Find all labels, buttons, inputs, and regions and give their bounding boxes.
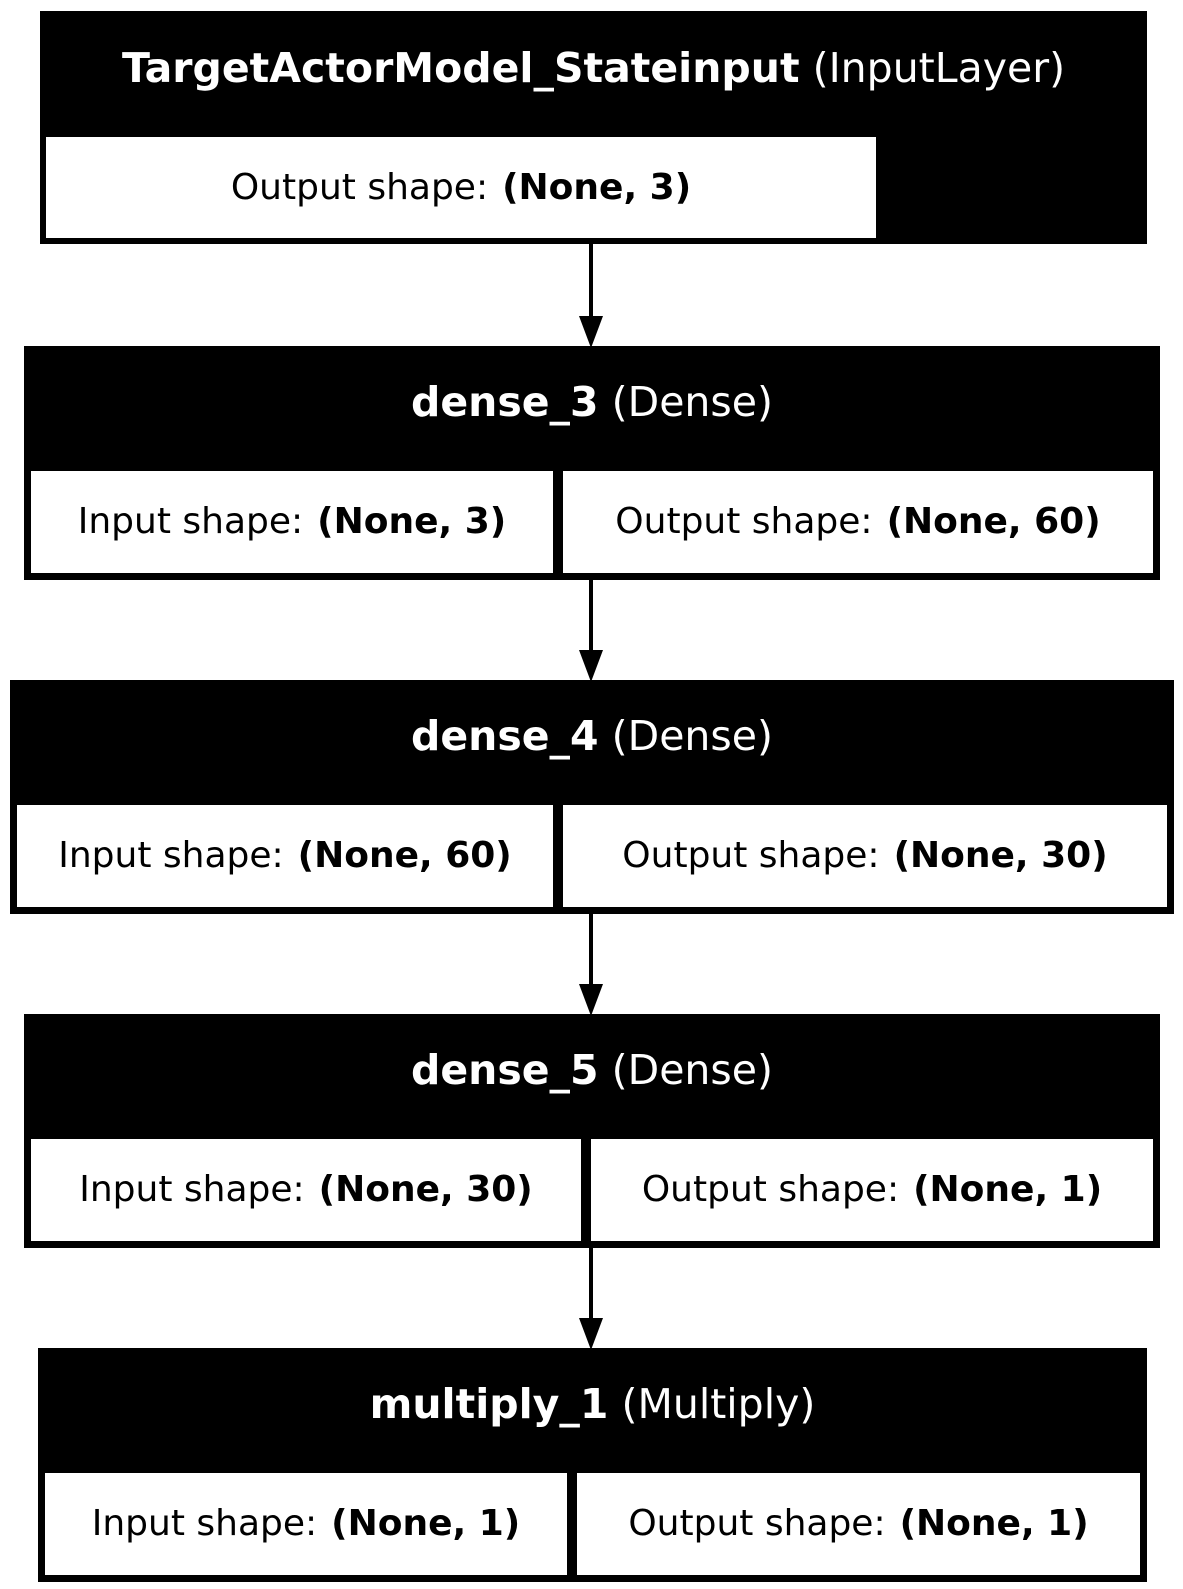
layer-name: dense_5	[411, 1046, 599, 1094]
layer-name: multiply_1	[369, 1380, 609, 1428]
output-shape-label: Output shape:	[230, 166, 489, 208]
input-shape-label: Input shape:	[58, 835, 284, 876]
layer-name: dense_3	[411, 378, 599, 426]
input-shape-value: (None, 60)	[297, 835, 512, 876]
layer-type: (InputLayer)	[812, 44, 1066, 92]
layer-node-dense-3: dense_3 (Dense) Input shape: (None, 3) O…	[24, 346, 1160, 580]
layer-node-input: TargetActorModel_Stateinput (InputLayer)…	[40, 11, 1147, 244]
output-shape-label: Output shape:	[628, 1503, 886, 1544]
layer-name: dense_4	[411, 712, 599, 760]
input-shape-label: Input shape:	[79, 1169, 305, 1210]
output-shape-label: Output shape:	[641, 1169, 900, 1210]
input-shape-value: (None, 1)	[331, 1503, 521, 1544]
layer-type: (Dense)	[611, 378, 773, 426]
layer-title: dense_3 (Dense)	[24, 382, 1160, 423]
output-shape-value: (None, 1)	[899, 1503, 1089, 1544]
input-shape-label: Input shape:	[91, 1503, 318, 1544]
input-shape-cell: Input shape: (None, 30)	[31, 1139, 581, 1241]
layer-type: (Multiply)	[621, 1380, 816, 1428]
output-shape-value: (None, 30)	[893, 835, 1108, 876]
layer-name: TargetActorModel_Stateinput	[121, 44, 800, 92]
layer-title: TargetActorModel_Stateinput (InputLayer)	[40, 48, 1147, 89]
edge-3-4	[579, 1247, 603, 1350]
edge-1-2	[579, 578, 603, 682]
layer-node-dense-5: dense_5 (Dense) Input shape: (None, 30) …	[24, 1014, 1160, 1248]
layer-type: (Dense)	[611, 712, 773, 760]
output-shape-label: Output shape:	[615, 501, 873, 542]
input-shape-label: Input shape:	[77, 501, 304, 542]
edge-0-1	[579, 243, 603, 348]
layer-title: dense_4 (Dense)	[10, 716, 1174, 757]
input-shape-cell: Input shape: (None, 3)	[31, 471, 553, 573]
layer-node-multiply-1: multiply_1 (Multiply) Input shape: (None…	[38, 1348, 1147, 1582]
layer-node-dense-4: dense_4 (Dense) Input shape: (None, 60) …	[10, 680, 1174, 914]
layer-type: (Dense)	[611, 1046, 773, 1094]
output-shape-cell: Output shape: (None, 1)	[577, 1473, 1140, 1575]
layer-title: multiply_1 (Multiply)	[38, 1384, 1147, 1425]
output-shape-cell: Output shape: (None, 60)	[563, 471, 1153, 573]
edge-2-3	[579, 913, 603, 1016]
input-shape-cell: Input shape: (None, 1)	[45, 1473, 567, 1575]
output-shape-label: Output shape:	[622, 835, 880, 876]
output-shape-cell: Output shape: (None, 30)	[563, 805, 1167, 907]
output-shape-value: (None, 3)	[502, 166, 692, 208]
input-shape-cell: Input shape: (None, 60)	[17, 805, 553, 907]
output-shape-value: (None, 60)	[886, 501, 1101, 542]
input-shape-value: (None, 30)	[318, 1169, 533, 1210]
input-shape-value: (None, 3)	[317, 501, 507, 542]
output-shape-cell: Output shape: (None, 1)	[591, 1139, 1153, 1241]
output-shape-value: (None, 1)	[913, 1169, 1103, 1210]
layer-title: dense_5 (Dense)	[24, 1050, 1160, 1091]
output-shape-cell: Output shape: (None, 3)	[46, 137, 876, 238]
